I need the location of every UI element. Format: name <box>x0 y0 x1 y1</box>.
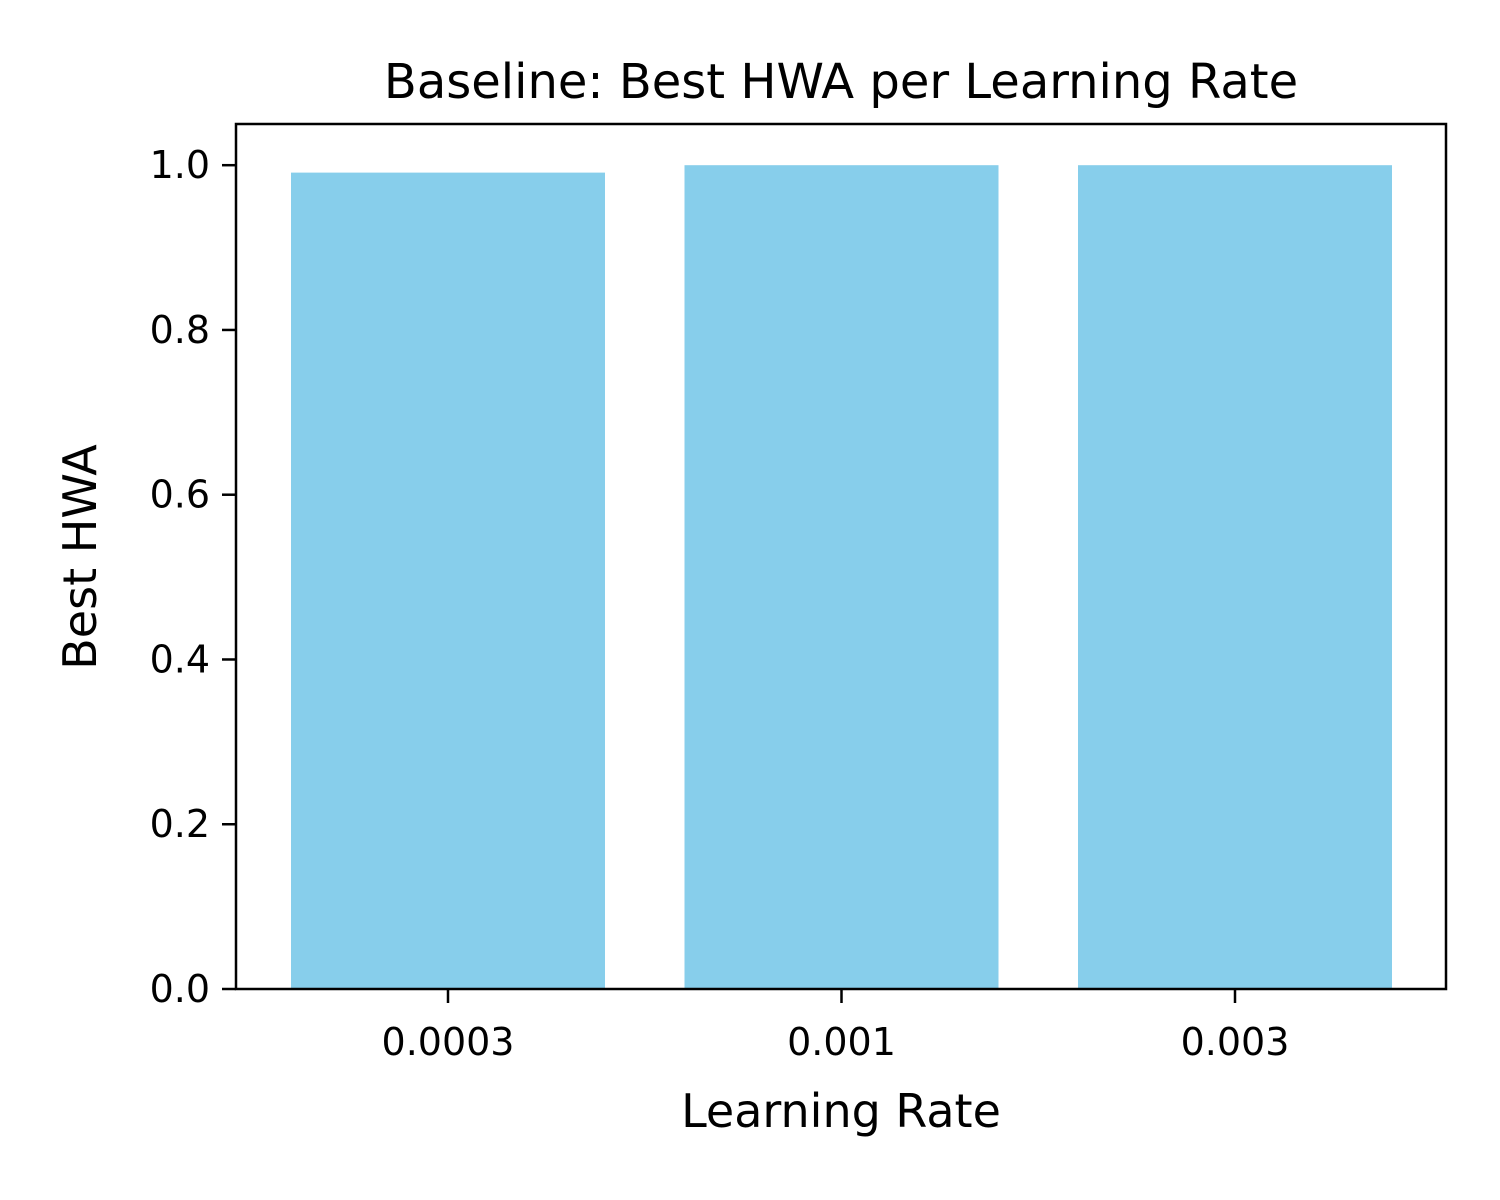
y-tick-label: 0.2 <box>150 802 210 846</box>
x-tick-label: 0.003 <box>1181 1020 1290 1064</box>
y-tick-label: 0.8 <box>150 308 210 352</box>
x-axis-title: Learning Rate <box>681 1084 1001 1138</box>
bar-0.0003 <box>291 172 605 990</box>
chart-title: Baseline: Best HWA per Learning Rate <box>384 54 1298 110</box>
bars-group <box>291 165 1392 990</box>
bar-0.001 <box>684 165 999 989</box>
y-tick-label: 1.0 <box>150 143 210 187</box>
y-axis-title: Best HWA <box>53 444 107 670</box>
y-axis: 0.0 0.2 0.4 0.6 0.8 1.0 <box>150 143 236 1011</box>
y-tick-label: 0.0 <box>150 967 210 1011</box>
x-tick-label: 0.001 <box>787 1020 896 1064</box>
bar-0.003 <box>1078 165 1392 989</box>
y-tick-label: 0.6 <box>150 473 210 517</box>
x-tick-label: 0.0003 <box>382 1020 515 1064</box>
y-tick-label: 0.4 <box>150 637 210 681</box>
x-axis: 0.0003 0.001 0.003 <box>382 989 1290 1064</box>
